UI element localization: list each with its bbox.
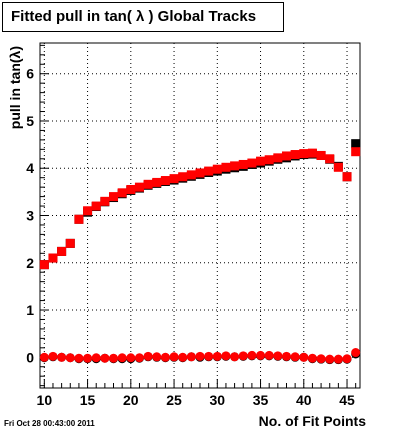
data-point-square — [109, 192, 119, 202]
data-point-square — [204, 166, 214, 176]
data-point-square — [178, 172, 188, 182]
data-point-circle — [256, 350, 266, 360]
data-point-circle — [57, 352, 67, 362]
data-point-square — [299, 149, 309, 159]
data-point-square — [281, 151, 291, 161]
data-point-circle — [100, 353, 110, 363]
data-point-square — [247, 158, 257, 168]
x-tick-label: 35 — [253, 392, 269, 408]
data-point-circle — [325, 354, 335, 364]
data-point-circle — [230, 352, 240, 362]
data-point-circle — [299, 352, 309, 362]
data-point-circle — [316, 354, 326, 364]
x-tick-label: 30 — [210, 392, 226, 408]
data-point-circle — [91, 353, 101, 363]
data-point-square — [74, 214, 84, 224]
data-point-square — [351, 139, 361, 149]
data-point-circle — [117, 353, 127, 363]
data-point-circle — [351, 348, 361, 358]
data-point-square — [83, 206, 93, 216]
y-tick-label: 6 — [26, 66, 34, 82]
data-point-square — [48, 253, 58, 263]
data-point-square — [273, 153, 283, 163]
data-point-circle — [48, 351, 58, 361]
data-point-square — [169, 174, 179, 184]
data-point-square — [316, 150, 326, 160]
data-point-square — [117, 188, 127, 198]
chart-title: Fitted pull in tan( λ ) Global Tracks — [11, 8, 257, 25]
data-point-square — [160, 176, 170, 186]
data-point-square — [221, 162, 231, 172]
data-point-circle — [281, 351, 291, 361]
x-tick-label: 20 — [123, 392, 139, 408]
data-point-circle — [238, 351, 248, 361]
data-point-circle — [178, 352, 188, 362]
timestamp: Fri Oct 28 00:43:00 2011 — [4, 419, 95, 428]
y-axis-title: pull in tan(λ) — [7, 46, 23, 129]
data-point-circle — [143, 351, 153, 361]
data-marks — [39, 139, 361, 365]
data-point-circle — [204, 351, 214, 361]
x-tick-label: 15 — [80, 392, 96, 408]
data-point-square — [186, 170, 196, 180]
data-point-square — [57, 246, 67, 256]
data-point-circle — [264, 350, 274, 360]
data-point-square — [91, 201, 101, 211]
data-point-square — [230, 161, 240, 171]
data-point-circle — [152, 352, 162, 362]
data-point-square — [212, 164, 222, 174]
data-point-square — [134, 182, 144, 192]
data-point-circle — [126, 353, 136, 363]
data-point-square — [325, 154, 335, 164]
data-point-circle — [273, 351, 283, 361]
data-point-square — [238, 159, 248, 169]
data-point-circle — [83, 353, 93, 363]
data-point-square — [256, 156, 266, 166]
data-point-square — [39, 260, 49, 270]
y-tick-label: 0 — [26, 349, 34, 365]
x-axis-title: No. of Fit Points — [259, 413, 367, 429]
data-point-square — [342, 172, 352, 182]
chart-title-box: Fitted pull in tan( λ ) Global Tracks — [2, 2, 284, 32]
data-point-circle — [134, 353, 144, 363]
y-tick-label: 4 — [26, 160, 34, 176]
x-tick-label: 25 — [166, 392, 182, 408]
data-point-circle — [186, 352, 196, 362]
data-point-circle — [307, 353, 317, 363]
data-point-square — [126, 185, 136, 195]
data-point-circle — [169, 352, 179, 362]
data-point-circle — [195, 351, 205, 361]
y-tick-label: 2 — [26, 255, 34, 271]
y-tick-label: 1 — [26, 302, 34, 318]
data-point-square — [290, 150, 300, 160]
x-tick-label: 40 — [296, 392, 312, 408]
y-tick-label: 3 — [26, 208, 34, 224]
data-point-square — [100, 196, 110, 206]
data-point-circle — [160, 352, 170, 362]
data-point-square — [264, 155, 274, 165]
x-tick-label: 45 — [339, 392, 355, 408]
data-point-square — [351, 147, 361, 157]
data-point-circle — [290, 352, 300, 362]
data-point-circle — [74, 353, 84, 363]
data-point-circle — [247, 350, 257, 360]
data-point-circle — [342, 354, 352, 364]
x-tick-label: 10 — [37, 392, 53, 408]
data-point-circle — [39, 352, 49, 362]
data-point-square — [333, 162, 343, 172]
data-point-square — [152, 177, 162, 187]
y-tick-label: 5 — [26, 113, 34, 129]
data-point-square — [307, 148, 317, 158]
data-point-square — [65, 238, 75, 248]
data-point-circle — [221, 351, 231, 361]
data-point-square — [143, 179, 153, 189]
data-point-circle — [333, 354, 343, 364]
data-point-circle — [109, 353, 119, 363]
data-point-circle — [65, 353, 75, 363]
data-point-square — [195, 168, 205, 178]
data-point-circle — [212, 351, 222, 361]
